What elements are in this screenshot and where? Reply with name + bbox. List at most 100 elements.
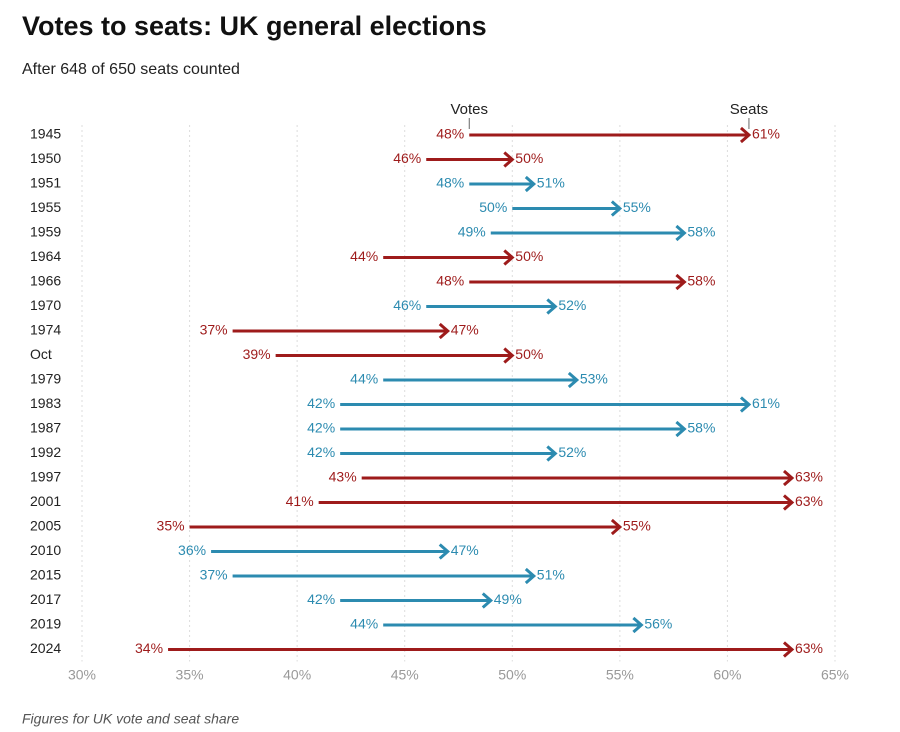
footnote: Figures for UK vote and seat share [22, 711, 239, 727]
series-label: Seats [730, 101, 768, 118]
vote-label: 46% [393, 150, 421, 166]
category-label: 2001 [30, 493, 61, 509]
arrow-head [438, 322, 451, 340]
category-label: 2019 [30, 616, 61, 632]
seat-label: 56% [644, 616, 672, 632]
x-tick-label: 40% [283, 667, 311, 683]
seat-label: 55% [623, 199, 651, 215]
vote-label: 49% [458, 224, 486, 240]
seat-label: 61% [752, 126, 780, 142]
arrow-head [524, 175, 537, 193]
category-label: 2024 [30, 640, 61, 656]
seat-label: 51% [537, 175, 565, 191]
vote-label: 42% [307, 444, 335, 460]
vote-label: 48% [436, 175, 464, 191]
x-tick-label: 30% [68, 667, 96, 683]
seat-label: 50% [515, 150, 543, 166]
category-label: 1979 [30, 371, 61, 387]
category-label: 1966 [30, 273, 61, 289]
category-label: 2010 [30, 542, 61, 558]
arrow-head [675, 420, 687, 438]
arrow-head [610, 518, 623, 536]
category-label: 2017 [30, 591, 61, 607]
arrow-head [503, 249, 515, 266]
category-label: 1983 [30, 395, 61, 411]
x-tick-label: 60% [713, 667, 741, 683]
seat-label: 58% [687, 420, 715, 436]
vote-label: 48% [436, 126, 464, 142]
arrow-head [438, 543, 451, 560]
seat-label: 58% [687, 224, 715, 240]
vote-label: 44% [350, 616, 378, 632]
category-label: 1992 [30, 444, 61, 460]
category-label: 1970 [30, 297, 61, 313]
seat-label: 51% [537, 567, 565, 583]
vote-label: 34% [135, 640, 163, 656]
vote-label: 35% [157, 518, 185, 534]
x-tick-label: 65% [821, 667, 849, 683]
arrow-head [739, 396, 752, 413]
arrow-head [632, 616, 644, 634]
seat-label: 53% [580, 371, 608, 387]
arrow-head [782, 641, 795, 658]
seat-label: 61% [752, 395, 780, 411]
x-tick-label: 50% [498, 667, 526, 683]
vote-label: 37% [200, 322, 228, 338]
arrow-head [481, 592, 494, 609]
arrow-head [675, 273, 687, 291]
seat-label: 47% [451, 542, 479, 558]
vote-label: 44% [350, 371, 378, 387]
arrow-head [782, 469, 795, 487]
x-tick-label: 55% [606, 667, 634, 683]
seat-label: 52% [558, 297, 586, 313]
vote-label: 48% [436, 273, 464, 289]
vote-label: 42% [307, 395, 335, 411]
category-label: 2015 [30, 567, 61, 583]
seat-label: 63% [795, 493, 823, 509]
vote-label: 39% [243, 346, 271, 362]
seat-label: 58% [687, 273, 715, 289]
category-label: 1964 [30, 248, 61, 264]
chart-subtitle: After 648 of 650 seats counted [22, 61, 240, 78]
arrow-head [675, 224, 687, 242]
vote-label: 46% [393, 297, 421, 313]
arrow-head [739, 126, 752, 144]
category-label: Oct [30, 346, 52, 362]
category-label: 1955 [30, 199, 61, 215]
seat-label: 52% [558, 444, 586, 460]
category-label: 1959 [30, 224, 61, 240]
vote-label: 36% [178, 542, 206, 558]
seat-label: 55% [623, 518, 651, 534]
vote-label: 42% [307, 591, 335, 607]
category-label: 1950 [30, 150, 61, 166]
arrow-head [567, 371, 580, 389]
arrow-head [546, 298, 558, 315]
arrow-head [782, 494, 795, 511]
seat-label: 49% [494, 591, 522, 607]
seat-label: 63% [795, 469, 823, 485]
seat-label: 63% [795, 640, 823, 656]
x-tick-label: 35% [176, 667, 204, 683]
seat-label: 50% [515, 346, 543, 362]
vote-label: 41% [286, 493, 314, 509]
arrow-head [610, 200, 623, 217]
category-label: 1951 [30, 175, 61, 191]
arrow-head [546, 445, 558, 462]
vote-label: 42% [307, 420, 335, 436]
vote-label: 50% [479, 199, 507, 215]
category-label: 1987 [30, 420, 61, 436]
category-label: 2005 [30, 518, 61, 534]
seat-label: 47% [451, 322, 479, 338]
category-label: 1997 [30, 469, 61, 485]
x-tick-label: 45% [391, 667, 419, 683]
series-label: Votes [450, 101, 488, 118]
vote-label: 44% [350, 248, 378, 264]
category-label: 1945 [30, 126, 61, 142]
category-label: 1974 [30, 322, 61, 338]
seat-label: 50% [515, 248, 543, 264]
arrow-head [524, 567, 537, 585]
arrow-head [503, 151, 515, 168]
vote-label: 37% [200, 567, 228, 583]
chart-title: Votes to seats: UK general elections [22, 11, 487, 41]
